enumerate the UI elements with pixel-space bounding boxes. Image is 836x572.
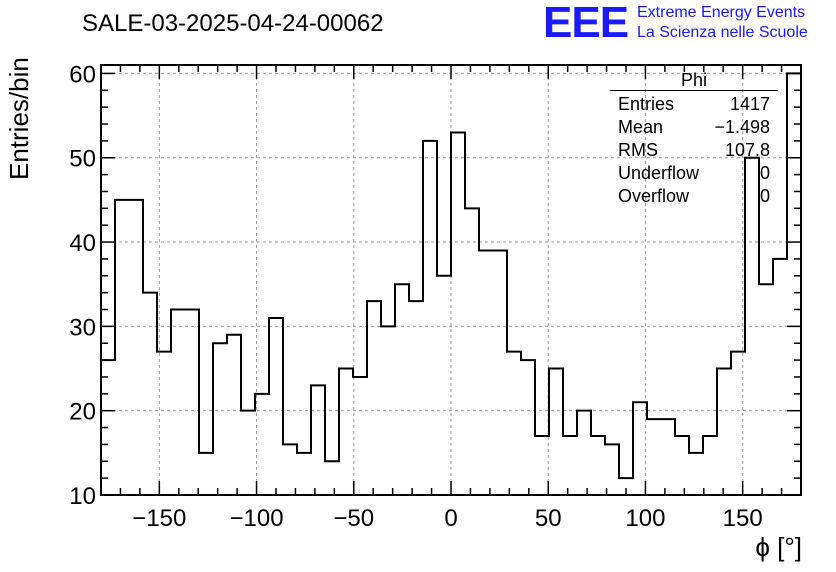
logo-text-line1: Extreme Energy Events xyxy=(637,4,806,21)
histogram-bin xyxy=(437,276,451,495)
stats-value: 0 xyxy=(759,186,770,206)
histogram-bin xyxy=(241,411,255,495)
histogram-bin xyxy=(143,293,157,495)
histogram-bin xyxy=(493,250,507,495)
histogram-bin xyxy=(171,310,185,495)
histogram-bin xyxy=(255,394,269,495)
histogram-bin xyxy=(227,335,241,495)
histogram-bin xyxy=(717,369,731,495)
stats-value: 107.8 xyxy=(724,140,770,160)
histogram-bin xyxy=(549,369,563,495)
histogram-bin xyxy=(451,132,465,495)
stats-box-title: Phi xyxy=(610,70,778,91)
histogram-bin xyxy=(507,352,521,495)
y-tick-label: 50 xyxy=(69,146,96,173)
stats-row-entries: Entries 1417 xyxy=(610,93,778,116)
histogram-bin xyxy=(115,200,129,495)
histogram-bin xyxy=(465,208,479,495)
histogram-bin xyxy=(185,310,199,495)
histogram-bin xyxy=(367,301,381,495)
histogram-bin xyxy=(213,343,227,495)
histogram-bin xyxy=(283,444,297,495)
stats-label: Underflow xyxy=(618,163,700,183)
y-tick-label: 20 xyxy=(69,399,96,426)
histogram-bin xyxy=(605,444,619,495)
stats-row-rms: RMS 107.8 xyxy=(610,139,778,162)
histogram-bin xyxy=(661,419,675,495)
histogram-bin xyxy=(157,352,171,495)
y-tick-label: 10 xyxy=(69,483,96,510)
x-axis-label: ϕ [°] xyxy=(755,532,802,562)
stats-label: Overflow xyxy=(618,186,690,206)
histogram-bin xyxy=(269,318,283,495)
y-tick-label: 30 xyxy=(69,314,96,341)
histogram-bin xyxy=(297,453,311,495)
y-tick-label: 60 xyxy=(69,61,96,88)
histogram-bin xyxy=(591,436,605,495)
histogram-bin xyxy=(647,419,661,495)
x-tick-label: −50 xyxy=(333,505,374,532)
histogram-bin xyxy=(731,352,745,495)
stats-label: RMS xyxy=(618,140,658,160)
histogram-bin xyxy=(339,369,353,495)
stats-value: 0 xyxy=(759,163,770,183)
eee-logo: EEE xyxy=(543,0,629,47)
histogram-bin xyxy=(521,360,535,495)
histogram-bin xyxy=(563,436,577,495)
x-tick-label: 150 xyxy=(723,505,763,532)
x-tick-label: 0 xyxy=(444,505,457,532)
x-tick-label: −150 xyxy=(132,505,186,532)
histogram-bin xyxy=(311,385,325,495)
histogram-outline xyxy=(100,72,801,495)
histogram-bin xyxy=(479,250,493,495)
histogram-bin xyxy=(535,436,549,495)
stats-value: −1.498 xyxy=(714,117,770,137)
histogram-bin xyxy=(689,453,703,495)
stats-row-overflow: Overflow 0 xyxy=(610,185,778,208)
histogram-bin xyxy=(395,284,409,495)
histogram-bin xyxy=(353,377,367,495)
stats-label: Mean xyxy=(618,117,664,137)
histogram-bin xyxy=(325,461,339,495)
logo-text-line2: La Scienza nelle Scuole xyxy=(637,24,808,41)
histogram-bin xyxy=(773,259,787,495)
x-tick-label: 100 xyxy=(625,505,665,532)
histogram-bin xyxy=(675,436,689,495)
stats-row-mean: Mean −1.498 xyxy=(610,116,778,139)
histogram-bin xyxy=(759,284,773,495)
chart-title: SALE-03-2025-04-24-00062 xyxy=(82,10,384,37)
y-tick-label: 40 xyxy=(69,230,96,257)
stats-value: 1417 xyxy=(729,94,770,114)
stats-box: Phi Entries 1417 Mean −1.498 RMS 107.8 U… xyxy=(610,70,778,208)
histogram-bin xyxy=(787,73,801,495)
histogram-bin xyxy=(199,453,213,495)
x-tick-label: 50 xyxy=(535,505,562,532)
histogram-bin xyxy=(577,411,591,495)
histogram-bin xyxy=(745,158,759,495)
histogram-bin xyxy=(409,301,423,495)
histogram-bin xyxy=(423,141,437,495)
histogram-bin xyxy=(129,200,143,495)
y-axis-label: Entries/bin xyxy=(4,57,34,180)
x-tick-label: −100 xyxy=(230,505,284,532)
histogram-bin xyxy=(703,436,717,495)
histogram-bin xyxy=(381,326,395,495)
stats-row-underflow: Underflow 0 xyxy=(610,162,778,185)
stats-label: Entries xyxy=(618,94,675,114)
